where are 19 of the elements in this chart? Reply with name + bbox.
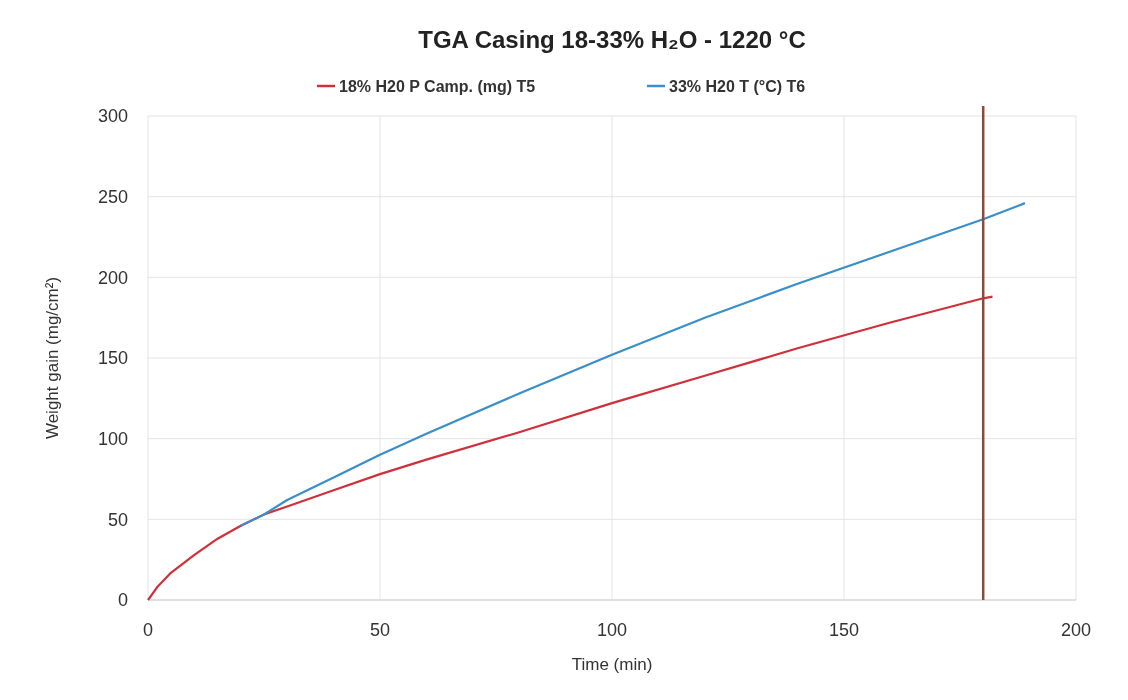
chart-title: TGA Casing 18-33% H₂O - 1220 °C xyxy=(418,26,806,53)
line-series xyxy=(146,295,994,602)
x-tick-label: 0 xyxy=(142,620,154,640)
y-tick-label: 300 xyxy=(97,106,128,127)
y-tick-label: 0 xyxy=(117,590,128,611)
y-tick-label: 250 xyxy=(97,186,128,207)
line-series xyxy=(239,202,1027,527)
x-tick-label: 100 xyxy=(596,620,628,640)
y-axis-title: Weight gain (mg/cm²) xyxy=(43,276,62,440)
x-tick-label: 200 xyxy=(1060,620,1092,640)
y-tick-label: 200 xyxy=(97,267,128,288)
y-tick-label: 150 xyxy=(97,348,128,369)
x-axis-title: Time (min) xyxy=(571,655,653,674)
x-tick-label: 150 xyxy=(828,620,860,640)
legend-label: 18% H20 P Camp. (mg) T5 xyxy=(339,77,536,95)
y-tick-label: 100 xyxy=(97,428,128,449)
legend-label: 33% H20 T (°C) T6 xyxy=(669,77,806,95)
y-tick-label: 50 xyxy=(107,509,128,530)
x-tick-label: 50 xyxy=(369,620,391,640)
